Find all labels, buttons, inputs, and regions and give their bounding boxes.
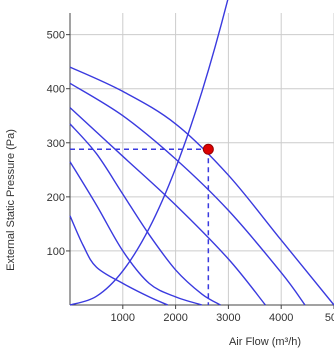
y-tick-label: 300 [47, 138, 65, 150]
x-axis-label: Air Flow (m³/h) [229, 336, 301, 348]
fan-curve [69, 66, 334, 306]
x-tick-label: 4000 [269, 312, 293, 324]
grid-lines [70, 13, 334, 305]
fan-curve [69, 107, 266, 306]
fan-curve [69, 82, 306, 306]
x-tick-label: 3000 [216, 312, 240, 324]
series-lines [69, 0, 334, 306]
fan-curve [69, 215, 168, 306]
operating-point-group [70, 143, 214, 305]
x-tick-label: 2000 [163, 312, 187, 324]
x-tick-label: 1000 [111, 312, 135, 324]
axes [66, 13, 334, 309]
fan-curve [69, 161, 203, 306]
operating-point-marker [202, 143, 214, 155]
system-curve [69, 0, 229, 306]
y-tick-label: 400 [47, 84, 65, 96]
y-axis-label: External Static Pressure (Pa) [5, 129, 17, 271]
y-tick-label: 500 [47, 30, 65, 42]
y-tick-label: 200 [47, 192, 65, 204]
tick-labels: 1000 2000 3000 4000 500 100 200 300 400 500 [47, 30, 334, 324]
fan-curve [69, 123, 221, 306]
y-tick-label: 100 [47, 246, 65, 258]
x-tick-label: 500 [325, 312, 334, 324]
